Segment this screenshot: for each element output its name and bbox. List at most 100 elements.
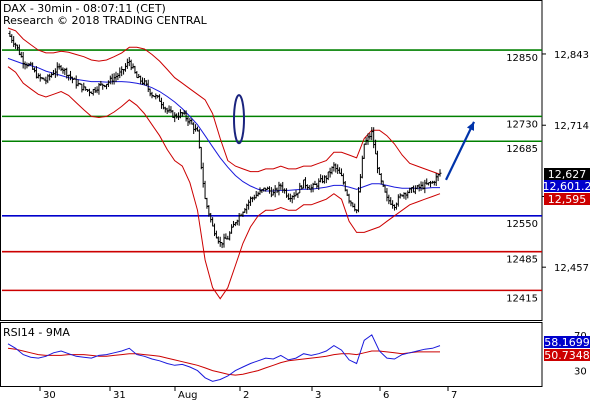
ohlc-bar <box>339 168 343 177</box>
forecast-arrow-head <box>466 121 475 131</box>
ohlc-bar <box>135 71 139 79</box>
ohlc-bar <box>396 194 400 207</box>
ohlc-bar <box>112 73 116 85</box>
ohlc-bar <box>105 83 109 90</box>
ohlc-bar <box>398 193 402 199</box>
ohlc-bar <box>230 224 234 234</box>
ohlc-bar <box>281 181 285 193</box>
ohlc-bar <box>76 79 80 87</box>
y-tick-label: 12,457 <box>554 263 589 274</box>
ohlc-bar <box>237 213 241 226</box>
moving-average-line <box>7 57 440 192</box>
ohlc-bar <box>48 73 52 81</box>
x-tick-label: Aug <box>178 390 198 400</box>
rsi-tag-box <box>544 349 590 361</box>
ohlc-bar <box>279 183 283 190</box>
ohlc-bar <box>362 143 366 159</box>
rsi-tag-box <box>544 336 590 348</box>
ohlc-bar <box>10 34 14 43</box>
x-tick-label: 6 <box>383 390 389 400</box>
ohlc-bar <box>296 192 300 198</box>
ohlc-bar <box>214 230 218 239</box>
ohlc-bar <box>383 185 387 193</box>
x-tick-label: 30 <box>43 390 56 400</box>
ohlc-bar <box>182 110 186 115</box>
rsi-tag-label: 58.1699 <box>544 336 590 349</box>
ohlc-bar <box>338 167 342 174</box>
ohlc-bar <box>91 88 95 96</box>
ohlc-bar <box>118 67 122 79</box>
x-tick-label: 2 <box>243 390 249 400</box>
ohlc-bar <box>159 97 163 109</box>
ohlc-bar <box>93 87 97 93</box>
forecast-arrow-shaft <box>445 121 475 181</box>
ohlc-bar <box>360 155 364 179</box>
ohlc-bar <box>116 72 120 81</box>
level-label-12550: 12550 <box>506 219 538 230</box>
price-tag-box <box>544 193 590 205</box>
ohlc-bar <box>298 182 302 194</box>
rsi-tick-label: 30 <box>574 367 587 378</box>
main-panel-frame <box>0 0 543 321</box>
ohlc-bar <box>106 80 110 88</box>
rsi-line <box>7 334 441 382</box>
ohlc-bar <box>429 180 433 188</box>
ohlc-bar <box>123 63 127 72</box>
ohlc-bar <box>21 51 25 69</box>
ohlc-bar <box>23 61 27 70</box>
ohlc-bar <box>379 173 383 185</box>
ohlc-bar <box>158 94 162 102</box>
ohlc-bar <box>377 167 381 175</box>
ohlc-bar <box>347 193 351 204</box>
highlight-ellipse <box>233 94 245 145</box>
ohlc-bar <box>129 59 133 71</box>
ohlc-bar <box>375 150 379 174</box>
ohlc-bar <box>267 186 271 194</box>
ohlc-bar <box>419 181 423 191</box>
ohlc-bar <box>139 75 143 85</box>
ohlc-bar <box>205 197 209 209</box>
ohlc-bar <box>120 66 124 77</box>
ohlc-bar <box>391 200 395 209</box>
ohlc-bar <box>309 184 313 193</box>
ohlc-bar <box>209 213 213 223</box>
ohlc-bar <box>131 63 135 69</box>
ohlc-bar <box>218 236 222 247</box>
ohlc-bar <box>186 116 190 127</box>
level-label-12485: 12485 <box>506 255 538 266</box>
ohlc-bar <box>434 172 438 186</box>
ohlc-bar <box>220 241 224 249</box>
x-tick-label: 31 <box>113 390 126 400</box>
ohlc-bar <box>406 190 410 199</box>
ohlc-bar <box>211 217 215 227</box>
ohlc-bar <box>110 73 114 85</box>
ohlc-bar <box>294 190 298 197</box>
ohlc-bar <box>59 65 63 72</box>
y-tick-label: 12,843 <box>554 50 589 61</box>
ohlc-bar <box>357 187 361 213</box>
ohlc-bar <box>207 205 211 217</box>
ohlc-bar <box>80 83 84 93</box>
ohlc-bar <box>423 179 427 194</box>
rsi-panel-frame <box>0 322 543 387</box>
ohlc-bar <box>33 67 37 73</box>
ohlc-bar <box>125 58 129 69</box>
ohlc-bar <box>84 86 88 91</box>
rsi-label: RSI14 - 9MA <box>3 326 70 339</box>
ohlc-bar <box>302 179 306 189</box>
ohlc-bar <box>14 42 18 49</box>
ohlc-bar <box>336 164 340 174</box>
x-tick-label: 7 <box>451 390 457 400</box>
ohlc-bar <box>101 83 105 90</box>
ohlc-bar <box>269 187 273 198</box>
price-tag-label: 12,627 <box>548 168 587 181</box>
level-label-12730: 12730 <box>506 119 538 130</box>
ohlc-bar <box>216 236 220 244</box>
ohlc-bar <box>332 162 336 172</box>
price-tag-label: 12,601.2 <box>543 180 590 193</box>
ohlc-bar <box>167 105 171 113</box>
ohlc-bar <box>254 191 258 199</box>
ohlc-bar <box>137 73 141 79</box>
ohlc-bar <box>74 75 78 89</box>
ohlc-bar <box>247 199 251 210</box>
